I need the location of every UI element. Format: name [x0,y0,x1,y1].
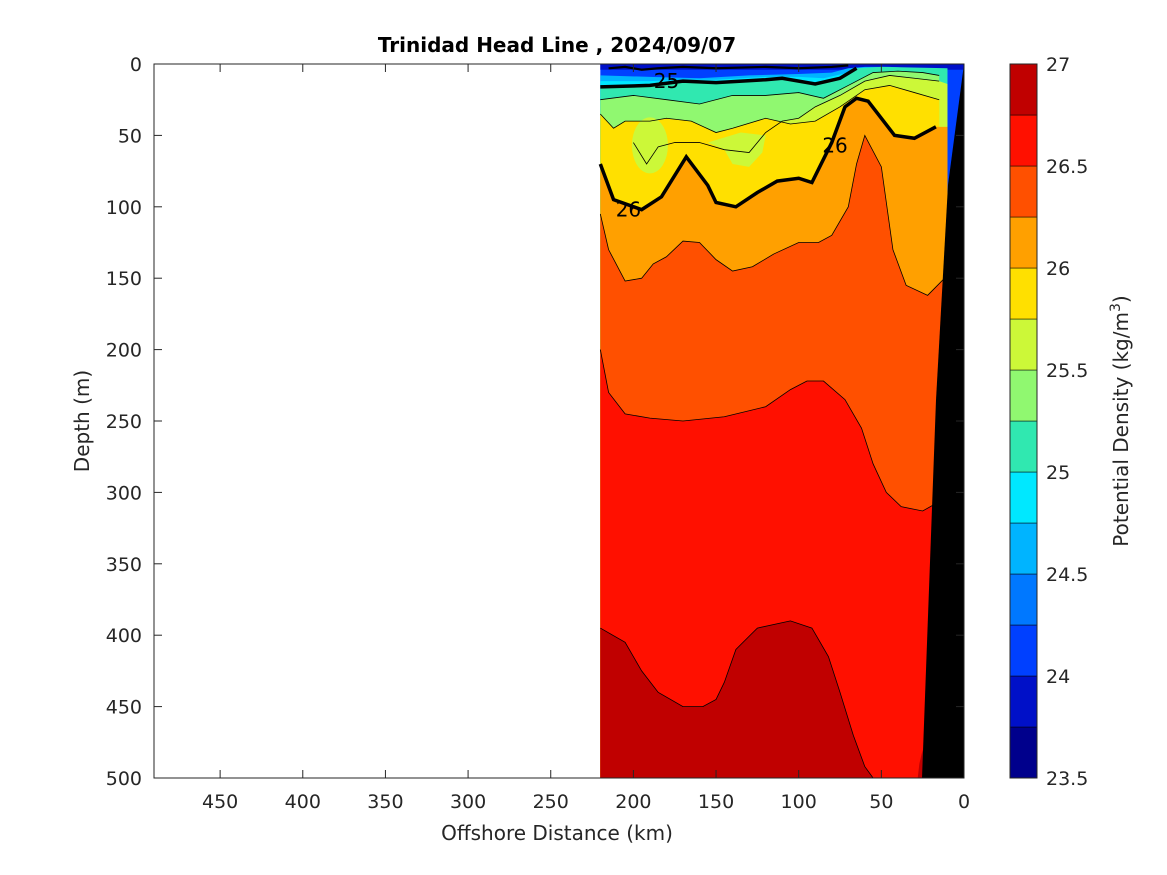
colorbar-segment [1009,471,1038,524]
colorbar-segment [1009,114,1038,167]
band-26-5 [600,349,956,778]
y-tick-label: 50 [118,125,142,147]
contour-label-0: 25 [654,69,679,93]
colorbar-tick-label: 24.5 [1046,564,1088,586]
colorbar-tick-label: 25.5 [1046,360,1088,382]
colorbar-segment [1009,369,1038,422]
colorbar-segment [1009,216,1038,269]
contour-lines [598,64,956,778]
x-tick-label: 150 [698,791,734,813]
colorbar-tick-label: 25 [1046,462,1070,484]
contour-26-25 [599,134,948,296]
x-tick-label: 200 [615,791,651,813]
colorbar-tick-label: 26 [1046,258,1070,280]
x-tick-label: 50 [869,791,893,813]
chart-title: Trinidad Head Line , 2024/09/07 [378,33,736,57]
contour-26-75 [600,620,874,778]
y-tick-label: 500 [106,768,142,790]
contour-26-5 [599,349,956,512]
band-26-75 [600,620,874,778]
colorbar-segment [1009,726,1038,779]
colorbar-label-main: Potential Density (kg/m [1109,312,1133,547]
colorbar-tick-label: 23.5 [1046,768,1088,790]
y-tick-label: 0 [130,54,142,76]
colorbar-tick-label: 24 [1046,666,1070,688]
x-tick-label: 300 [450,791,486,813]
y-tick-label: 200 [106,340,142,362]
colorbar-segment [1009,420,1038,473]
colorbar-segment [1009,522,1038,575]
colorbar-segment [1009,624,1038,677]
y-tick-label: 300 [106,482,142,504]
contour-25-75 [600,85,940,133]
colorbar-label-sup: 3 [1108,303,1124,312]
seafloor-bathymetry [922,64,964,778]
colorbar-label: Potential Density (kg/m3) [1108,295,1133,546]
colorbar-segment [1009,63,1038,116]
x-axis: 450 400 350 300 250 200 150 100 50 0 [202,64,970,813]
density-bands [600,64,964,778]
colorbar-segment [1009,318,1038,371]
x-tick-label: 100 [781,791,817,813]
colorbar [1009,63,1038,779]
colorbar-segment [1009,573,1038,626]
x-axis-label: Offshore Distance (km) [441,821,673,845]
plot-area: 25 26 26 [153,63,965,779]
band-25-5-bump [707,132,766,167]
colorbar-label-end: ) [1109,295,1133,303]
colorbar-tick-label: 27 [1046,54,1070,76]
y-axis-label: Depth (m) [70,370,94,472]
colorbar-segment [1009,267,1038,320]
x-tick-label: 0 [958,791,970,813]
x-tick-label: 250 [533,791,569,813]
band-25-5-pocket [631,117,668,174]
contour-label-2: 26 [616,198,641,222]
x-tick-label: 450 [202,791,238,813]
x-tick-label: 400 [285,791,321,813]
contour-label-1: 26 [822,133,847,157]
contour-25-bold [600,66,858,89]
contour-25-25 [600,70,940,105]
y-tick-label: 250 [106,411,142,433]
y-tick-label: 450 [106,697,142,719]
x-tick-label: 350 [367,791,403,813]
colorbar-frame [1009,63,1038,779]
contour-25-5 [633,75,940,165]
y-tick-label: 400 [106,625,142,647]
colorbar-segment [1009,675,1038,728]
colorbar-segment [1009,165,1038,218]
contour-labels: 25 26 26 [616,69,848,222]
colorbar-tick-label: 26.5 [1046,156,1088,178]
y-tick-label: 150 [106,268,142,290]
y-tick-label: 350 [106,554,142,576]
y-axis: 0 50 100 150 200 250 300 350 400 450 500 [106,54,964,790]
colorbar-ticks: 27 26.5 26 25.5 25 24.5 24 23.5 [1046,54,1088,790]
contour-26-bold [598,96,937,212]
y-tick-label: 100 [106,197,142,219]
